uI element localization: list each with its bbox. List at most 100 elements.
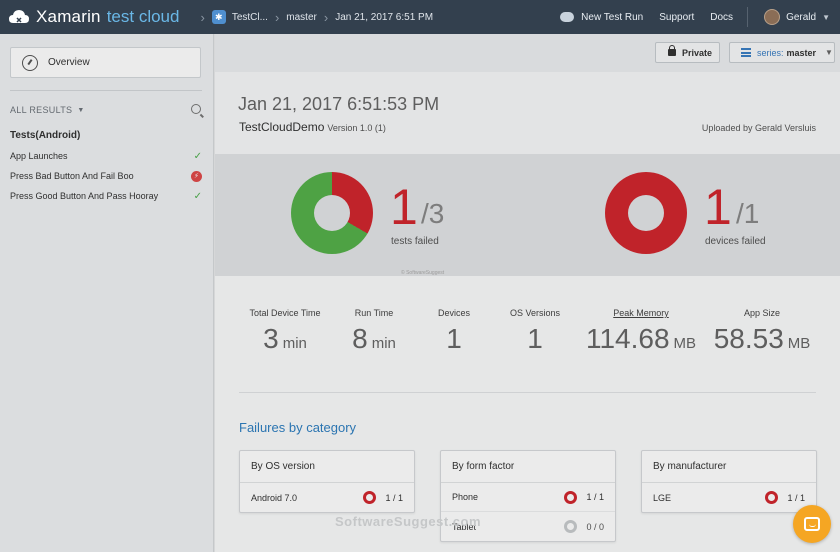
lock-icon: [668, 45, 676, 56]
caret-down-icon: ▼: [822, 12, 830, 22]
fail-ring-icon: [765, 491, 778, 504]
chat-button[interactable]: [793, 505, 831, 543]
devices-failed-count: 1: [704, 179, 732, 235]
tests-failed-caption: tests failed: [391, 236, 439, 247]
lightning-fail-icon: ⚡: [191, 170, 202, 182]
cloud-logo-icon: [9, 10, 29, 23]
series-label: series:: [757, 47, 784, 58]
card-title: By form factor: [441, 451, 615, 483]
stat-label: OS Versions: [509, 308, 561, 318]
list-item[interactable]: Press Bad Button And Fail Boo ⚡: [10, 170, 202, 182]
tests-failed-count: 1: [390, 179, 418, 235]
devices-total: /1: [736, 198, 760, 229]
table-row[interactable]: LGE 1 / 1: [642, 483, 816, 512]
empty-ring-icon: [564, 520, 577, 533]
row-ratio: 1 / 1: [385, 492, 403, 503]
avatar: [764, 9, 781, 25]
tests-total: /3: [421, 198, 445, 229]
cloud-upload-icon: [560, 12, 575, 22]
row-ratio: 1 / 1: [586, 492, 604, 502]
breadcrumb: › ✱ TestCl... › master › Jan 21, 2017 6:…: [193, 10, 433, 25]
breadcrumb-app[interactable]: TestCl...: [231, 11, 268, 23]
stat-number: 8: [352, 323, 368, 354]
card-by-manufacturer: By manufacturer LGE 1 / 1: [641, 450, 817, 513]
chevron-right-icon: ›: [274, 9, 280, 25]
row-ratio: 1 / 1: [787, 492, 805, 503]
table-row[interactable]: Phone 1 / 1: [441, 483, 615, 512]
series-value: master: [786, 47, 817, 58]
chat-icon: [804, 517, 820, 531]
watermark: SoftwareSuggest.com: [335, 514, 482, 529]
top-nav: New Test Run Support Docs Gerald ▼: [544, 0, 830, 34]
overview-label: Overview: [48, 57, 90, 68]
test-name: Press Good Button And Pass Hooray: [10, 191, 159, 201]
chevron-right-icon: ›: [200, 9, 205, 25]
run-header: [215, 72, 840, 154]
user-menu[interactable]: Gerald ▼: [764, 9, 830, 25]
stats-row: Total Device Time 3 min Run Time 8 min Dev…: [215, 296, 840, 391]
stat-app-size: App Size 58.53 MB: [711, 308, 813, 355]
card-by-form-factor: By form factor Phone 1 / 1 Tablet 0 / 0: [440, 450, 616, 542]
breadcrumb-series[interactable]: master: [286, 11, 317, 23]
divider: [10, 90, 202, 91]
stat-label: Total Device Time: [249, 308, 321, 318]
stat-unit: MB: [673, 335, 697, 352]
test-suite-title[interactable]: Tests(Android): [10, 130, 81, 141]
check-icon: ✓: [193, 150, 202, 162]
xamarin-logo[interactable]: Xamarin test cloud: [8, 7, 179, 27]
docs-link[interactable]: Docs: [710, 11, 734, 23]
tests-donut-chart: [291, 172, 373, 254]
fail-ring-icon: [363, 491, 376, 504]
card-by-os-version: By OS version Android 7.0 1 / 1: [239, 450, 415, 513]
breadcrumb-run[interactable]: Jan 21, 2017 6:51 PM: [335, 11, 434, 23]
search-icon[interactable]: [191, 104, 201, 114]
stat-unit: min: [282, 335, 307, 352]
stat-number: 114.68: [585, 323, 670, 354]
private-button[interactable]: Private: [655, 42, 720, 63]
summary-band: 1 /3 tests failed 1 /1 devices failed: [215, 154, 840, 276]
new-test-run-label: New Test Run: [581, 11, 644, 23]
table-row[interactable]: Tablet 0 / 0: [441, 512, 615, 541]
all-results-filter[interactable]: ALL RESULTS ▼: [10, 104, 202, 115]
gauge-icon: [22, 54, 38, 71]
stat-peak-memory[interactable]: Peak Memory 114.68 MB: [581, 308, 701, 355]
list-item[interactable]: Press Good Button And Pass Hooray ✓: [10, 190, 202, 202]
stat-label: Run Time: [354, 308, 394, 318]
stat-value: 114.68 MB: [581, 323, 701, 355]
stat-label[interactable]: Peak Memory: [613, 308, 669, 318]
row-name: Phone: [452, 492, 479, 502]
main-content: Private series: master ▼ Jan 21, 2017 6:…: [215, 34, 840, 552]
overview-button[interactable]: Overview: [10, 47, 201, 78]
check-icon: ✓: [193, 190, 202, 202]
test-name: Press Bad Button And Fail Boo: [10, 171, 134, 181]
stat-devices: Devices 1: [425, 308, 483, 355]
support-link[interactable]: Support: [659, 11, 695, 23]
list-item[interactable]: App Launches ✓: [10, 150, 202, 162]
app-name: TestCloudDemo: [239, 120, 325, 134]
stat-unit: MB: [787, 335, 811, 352]
stat-value: 58.53 MB: [711, 323, 813, 355]
series-dropdown[interactable]: series: master ▼: [729, 42, 835, 63]
logo-text: Xamarin: [36, 7, 101, 26]
app-icon: ✱: [211, 10, 226, 24]
stat-unit: min: [371, 335, 396, 352]
row-name: Android 7.0: [251, 492, 298, 503]
stat-label: Devices: [437, 308, 470, 318]
stack-icon: [741, 48, 751, 57]
stat-number: 3: [263, 323, 279, 354]
run-app: TestCloudDemo Version 1.0 (1): [239, 120, 386, 134]
stat-value: 3 min: [239, 323, 331, 355]
stat-os-versions: OS Versions 1: [501, 308, 569, 355]
table-row[interactable]: Android 7.0 1 / 1: [240, 483, 414, 512]
logo-subtext: test cloud: [106, 7, 180, 26]
card-title: By manufacturer: [642, 451, 816, 483]
uploaded-by: Uploaded by Gerald Versluis: [701, 123, 816, 133]
new-test-run-link[interactable]: New Test Run: [560, 12, 643, 23]
app-version: Version 1.0 (1): [327, 123, 386, 133]
caret-down-icon: ▼: [77, 106, 85, 114]
private-label: Private: [682, 47, 713, 58]
caret-down-icon: ▼: [825, 48, 833, 57]
stat-label: App Size: [743, 308, 781, 318]
stat-run-time: Run Time 8 min: [337, 308, 411, 355]
chevron-right-icon: ›: [323, 9, 329, 25]
